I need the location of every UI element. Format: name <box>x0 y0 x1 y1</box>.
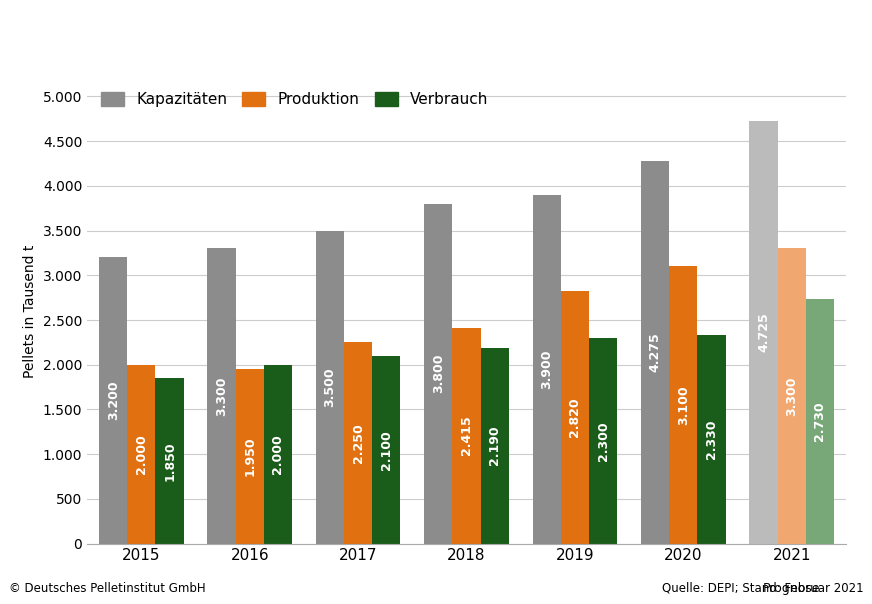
Bar <box>99 257 127 544</box>
Text: 3.800: 3.800 <box>432 354 445 393</box>
Text: 3.300: 3.300 <box>215 376 228 416</box>
Bar <box>344 342 372 544</box>
Text: 1.850: 1.850 <box>163 441 176 481</box>
Text: 3.200: 3.200 <box>106 381 119 420</box>
Bar <box>533 194 561 544</box>
Text: 2.415: 2.415 <box>460 416 473 455</box>
Text: 3.100: 3.100 <box>677 385 690 425</box>
Bar <box>561 291 589 544</box>
Text: 2.190: 2.190 <box>488 426 501 466</box>
Bar <box>208 248 235 544</box>
Y-axis label: Pellets in Tausend t: Pellets in Tausend t <box>24 245 37 378</box>
Text: 2.330: 2.330 <box>705 420 718 459</box>
Text: 2.820: 2.820 <box>569 397 582 437</box>
Text: 2.100: 2.100 <box>380 430 392 469</box>
Text: 3.900: 3.900 <box>541 350 553 389</box>
Bar <box>235 369 264 544</box>
Bar <box>806 300 834 544</box>
Text: Pelletproduktion und –verbrauch in Deutschland: Pelletproduktion und –verbrauch in Deuts… <box>20 20 852 50</box>
Bar <box>698 335 726 544</box>
Bar <box>589 338 617 544</box>
Text: © Deutsches Pelletinstitut GmbH: © Deutsches Pelletinstitut GmbH <box>9 582 205 595</box>
Text: 2.300: 2.300 <box>596 421 610 461</box>
Text: 1.950: 1.950 <box>243 437 256 476</box>
Bar <box>155 378 184 544</box>
Bar <box>425 204 453 544</box>
Text: 4.275: 4.275 <box>649 333 662 372</box>
Text: 3.300: 3.300 <box>785 376 798 416</box>
Text: Prognose: Prognose <box>763 582 821 596</box>
Bar <box>372 356 400 544</box>
Text: 4.725: 4.725 <box>757 312 770 352</box>
Text: 3.500: 3.500 <box>324 367 337 407</box>
Bar <box>264 365 292 544</box>
Bar <box>127 365 155 544</box>
Text: 2.000: 2.000 <box>135 434 148 474</box>
Text: 2.250: 2.250 <box>351 423 364 463</box>
Text: 2.000: 2.000 <box>271 434 284 474</box>
Bar <box>749 121 778 544</box>
Bar <box>453 327 480 544</box>
Bar <box>316 231 344 544</box>
Text: 2.730: 2.730 <box>814 402 827 442</box>
Bar <box>778 248 806 544</box>
Bar <box>641 161 669 544</box>
Text: Quelle: DEPI; Stand: Februar 2021: Quelle: DEPI; Stand: Februar 2021 <box>662 582 863 595</box>
Legend: Kapazitäten, Produktion, Verbrauch: Kapazitäten, Produktion, Verbrauch <box>95 86 494 114</box>
Bar <box>480 348 508 544</box>
Bar <box>669 266 698 544</box>
